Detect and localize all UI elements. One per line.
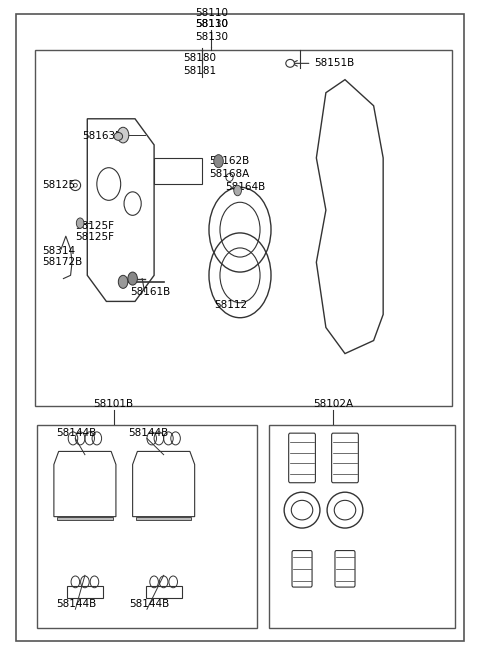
Text: 58125F: 58125F — [75, 221, 114, 231]
Circle shape — [76, 218, 84, 229]
Text: 58164B: 58164B — [225, 182, 265, 193]
Bar — [57, 517, 113, 520]
Circle shape — [214, 155, 223, 168]
Text: 58130: 58130 — [195, 20, 228, 29]
Text: 58144B: 58144B — [56, 599, 96, 609]
Ellipse shape — [286, 60, 294, 67]
Text: 58144B: 58144B — [56, 428, 96, 438]
Circle shape — [118, 275, 128, 288]
Text: 58125F: 58125F — [75, 233, 114, 242]
Bar — [35, 50, 452, 405]
Text: 58112: 58112 — [214, 300, 247, 310]
Text: 58110: 58110 — [195, 8, 228, 18]
Text: 58181: 58181 — [183, 66, 216, 77]
Text: 58172B: 58172B — [42, 257, 82, 267]
Text: 58144B: 58144B — [128, 428, 168, 438]
Circle shape — [234, 185, 241, 196]
Circle shape — [128, 272, 137, 285]
Bar — [136, 517, 192, 520]
Ellipse shape — [114, 132, 122, 140]
Bar — [37, 425, 257, 627]
Bar — [67, 586, 103, 598]
Text: 58101B: 58101B — [94, 399, 133, 409]
Text: 58314: 58314 — [42, 246, 75, 256]
Text: 58130: 58130 — [195, 33, 228, 43]
Text: 58162B: 58162B — [209, 156, 249, 166]
Bar — [145, 586, 182, 598]
Text: 58110: 58110 — [195, 19, 228, 29]
Text: 58163B: 58163B — [83, 132, 123, 141]
Text: 58168A: 58168A — [209, 169, 249, 179]
Text: 58125: 58125 — [42, 180, 75, 191]
Text: 58151B: 58151B — [314, 58, 354, 68]
Circle shape — [117, 127, 129, 143]
Bar — [269, 425, 455, 627]
Text: 58161B: 58161B — [130, 287, 170, 297]
Text: 58180: 58180 — [183, 53, 216, 64]
Text: 58102A: 58102A — [313, 399, 353, 409]
Text: 58144B: 58144B — [129, 599, 169, 609]
